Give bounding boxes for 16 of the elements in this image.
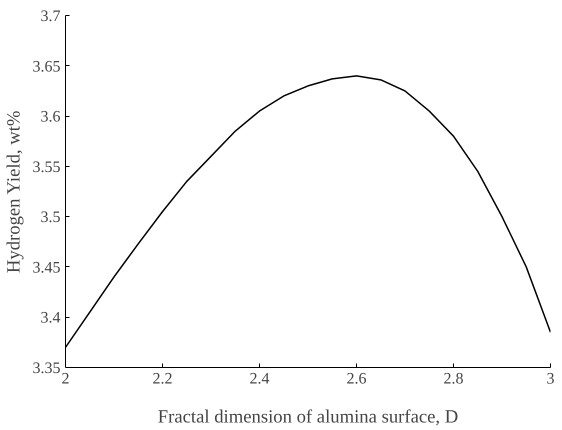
y-tick-label: 3.6 [40, 108, 60, 126]
x-tick-label: 2.4 [250, 370, 270, 388]
x-tick-label: 3 [546, 370, 554, 388]
x-tick-label: 2 [62, 370, 70, 388]
y-tick-label: 3.35 [32, 360, 60, 377]
x-tick-label: 2.2 [152, 370, 172, 388]
y-tick-label: 3.45 [32, 259, 60, 276]
y-tick-label: 3.65 [32, 58, 60, 76]
x-tick-label: 2.6 [346, 370, 366, 388]
y-tick-label: 3.55 [32, 158, 60, 176]
y-tick-label: 3.4 [40, 310, 60, 327]
y-tick-label: 3.7 [40, 8, 60, 25]
x-tick-label: 2.8 [444, 370, 464, 388]
y-axis-title: Hydrogen Yield, wt% [4, 110, 24, 274]
x-axis-title: Fractal dimension of alumina surface, D [158, 406, 458, 428]
y-tick-label: 3.5 [40, 209, 60, 226]
